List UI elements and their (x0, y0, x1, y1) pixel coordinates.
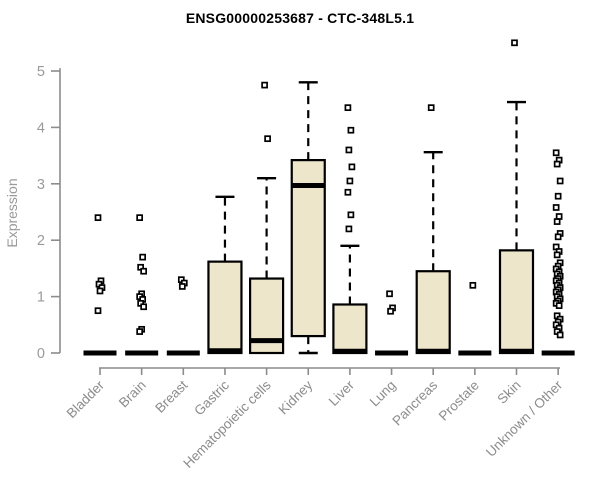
outlier-point-pancreas (427, 104, 435, 112)
outlier-point-unknown-other (553, 251, 561, 259)
y-tick-label: 2 (37, 233, 45, 249)
x-tick-label: Pancreas (389, 377, 440, 428)
outlier-point-brain (140, 303, 147, 311)
outlier-point-unknown-other (552, 149, 560, 157)
outlier-point-liver (344, 188, 352, 196)
outlier-point-liver (344, 104, 352, 112)
box-kidney (290, 159, 326, 338)
outlier-point-liver (345, 225, 353, 233)
outlier-point-brain (140, 267, 147, 275)
y-tick-label: 0 (37, 346, 45, 362)
outlier-point-bladder (94, 214, 102, 221)
outlier-point-brain (136, 328, 143, 335)
outlier-point-bladder (94, 307, 102, 315)
outlier-point-unknown-other (553, 160, 561, 168)
box-skin (498, 249, 535, 355)
outlier-point-breast (178, 283, 186, 290)
outlier-point-unknown-other (555, 302, 563, 309)
x-tick-label: Unknown / Other (483, 377, 566, 460)
y-tick-label: 1 (37, 290, 45, 306)
box-pancreas (415, 270, 451, 355)
outlier-point-lung (386, 290, 393, 298)
outlier-point-hematopoietic-cells (264, 135, 271, 143)
outlier-point-bladder (96, 287, 104, 295)
outlier-point-unknown-other (552, 204, 560, 211)
outlier-point-brain (139, 253, 146, 261)
x-tick-label: Prostate (436, 378, 482, 424)
box-gastric (207, 260, 243, 355)
y-tick-label: 4 (37, 120, 45, 136)
x-tick-label: Bladder (64, 377, 108, 421)
x-tick-label: Brain (116, 378, 149, 411)
outlier-point-prostate (469, 281, 477, 289)
y-tick-label: 5 (37, 64, 45, 80)
x-tick-label: Gastric (191, 377, 232, 418)
outlier-point-liver (346, 177, 354, 185)
outlier-point-unknown-other (554, 233, 562, 241)
outlier-point-brain (136, 214, 143, 221)
x-tick-label: Skin (494, 378, 523, 407)
outlier-point-unknown-other (556, 331, 564, 339)
outlier-point-skin (511, 39, 518, 47)
outlier-point-liver (347, 126, 355, 134)
x-tick-label: Breast (152, 377, 190, 415)
outlier-point-unknown-other (553, 218, 561, 225)
outlier-point-hematopoietic-cells (261, 81, 268, 89)
outlier-point-liver (348, 163, 356, 171)
box-liver (332, 303, 368, 355)
outlier-point-liver (345, 146, 353, 154)
x-tick-label: Kidney (276, 377, 316, 417)
x-tick-label: Lung (367, 378, 399, 410)
outlier-point-lung (387, 307, 394, 315)
chart-title: ENSG00000253687 - CTC-348L5.1 (185, 10, 415, 26)
y-tick-label: 3 (37, 177, 45, 193)
outlier-point-unknown-other (554, 192, 562, 200)
outlier-point-liver (347, 211, 355, 219)
x-tick-label: Liver (326, 377, 358, 409)
outlier-point-unknown-other (556, 177, 564, 185)
